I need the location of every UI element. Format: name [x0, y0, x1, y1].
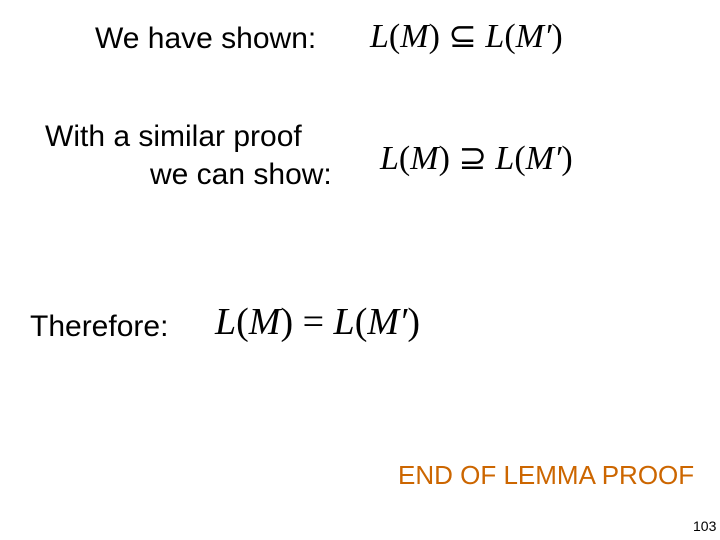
line1-text: We have shown:	[95, 22, 316, 56]
page-number: 103	[693, 518, 716, 534]
line1-math: L(M) ⊆ L(M′)	[370, 16, 563, 56]
line3-math: L(M) = L(M′)	[215, 300, 420, 344]
slide: We have shown: L(M) ⊆ L(M′) With a simil…	[0, 0, 720, 540]
therefore-text: Therefore:	[30, 310, 168, 344]
line2a-text: With a similar proof	[45, 120, 302, 154]
line2-math: L(M) ⊇ L(M′)	[380, 138, 573, 178]
line2b-text: we can show:	[150, 158, 332, 192]
end-of-proof: END OF LEMMA PROOF	[398, 460, 694, 491]
